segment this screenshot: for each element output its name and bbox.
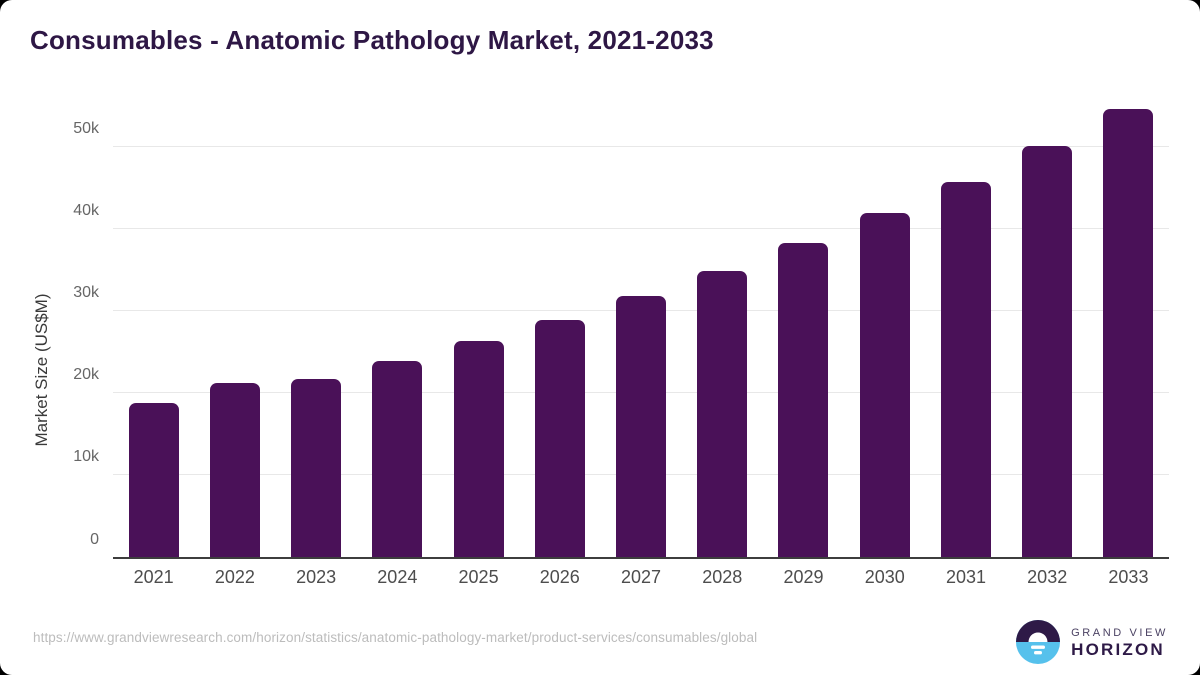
x-tick-label-2025: 2025 [458,567,499,587]
gridline-40k [113,228,1169,230]
logo-brand-top-text: GRAND VIEW [1071,626,1168,639]
bar-slot-2021 [113,100,194,557]
bar-slot-2031 [925,100,1006,557]
x-tick-label-2028: 2028 [702,567,743,587]
bar-2026[interactable] [534,320,585,557]
bar-2025[interactable] [453,341,504,557]
bar-2021[interactable] [128,402,179,557]
bars-layer [113,100,1169,557]
bar-slot-2026 [519,100,600,557]
bar-2022[interactable] [209,383,260,557]
logo-brand-bottom-text: HORIZON [1071,639,1165,659]
x-tick-label-2030: 2030 [864,567,905,587]
y-tick-label: 0 [90,531,99,548]
y-tick-label: 30k [73,284,99,302]
y-tick-label: 50k [73,120,99,138]
bar-slot-2024 [357,100,438,557]
bar-2033[interactable] [1103,108,1154,557]
x-tick-label-2031: 2031 [945,567,986,587]
x-axis-tick-labels: 2021 2022 2023 2024 2025 2026 2027 2028 2029 2030… [113,567,1169,588]
bar-2031[interactable] [940,181,991,557]
y-tick-label: 40k [73,202,99,220]
bar-2028[interactable] [697,270,748,557]
bar-slot-2029 [763,100,844,557]
grand-view-horizon-logo[interactable]: GRAND VIEW HORIZON [1016,620,1168,664]
x-tick-label-2029: 2029 [783,567,824,587]
bar-slot-2030 [844,100,925,557]
x-tick-label-2021: 2021 [133,567,174,587]
source-url-text: https://www.grandviewresearch.com/horizo… [33,630,758,645]
x-tick-label-2022: 2022 [214,567,255,587]
chart-title: Consumables - Anatomic Pathology Market,… [30,25,714,55]
bar-2032[interactable] [1022,145,1073,557]
x-tick-label-2023: 2023 [296,567,337,587]
horizon-sunrise-icon [1016,620,1061,664]
x-tick-label-2032: 2032 [1027,567,1068,587]
logo-wordmark: GRAND VIEW HORIZON [1071,626,1168,659]
bar-2027[interactable] [616,296,667,557]
bar-chart-plot-area: Market Size (US$M) 0 10k 20k 30k 40k 50k 2021… [32,100,1169,587]
x-tick-label-2033: 2033 [1108,567,1149,587]
bar-2029[interactable] [778,243,829,557]
x-tick-label-2027: 2027 [621,567,662,587]
y-tick-label: 20k [73,366,99,384]
x-tick-label-2024: 2024 [377,567,418,587]
bar-slot-2022 [194,100,275,557]
bar-slot-2033 [1088,100,1169,557]
bar-slot-2028 [682,100,763,557]
y-tick-label: 10k [73,448,99,466]
bar-slot-2027 [600,100,681,557]
bar-slot-2023 [275,100,356,557]
bar-slot-2025 [438,100,519,557]
bar-2023[interactable] [291,379,342,557]
bar-2030[interactable] [859,212,910,557]
x-tick-label-2026: 2026 [539,567,580,587]
bar-slot-2032 [1007,100,1088,557]
gridline-50k [113,146,1169,148]
bar-2024[interactable] [372,361,423,557]
